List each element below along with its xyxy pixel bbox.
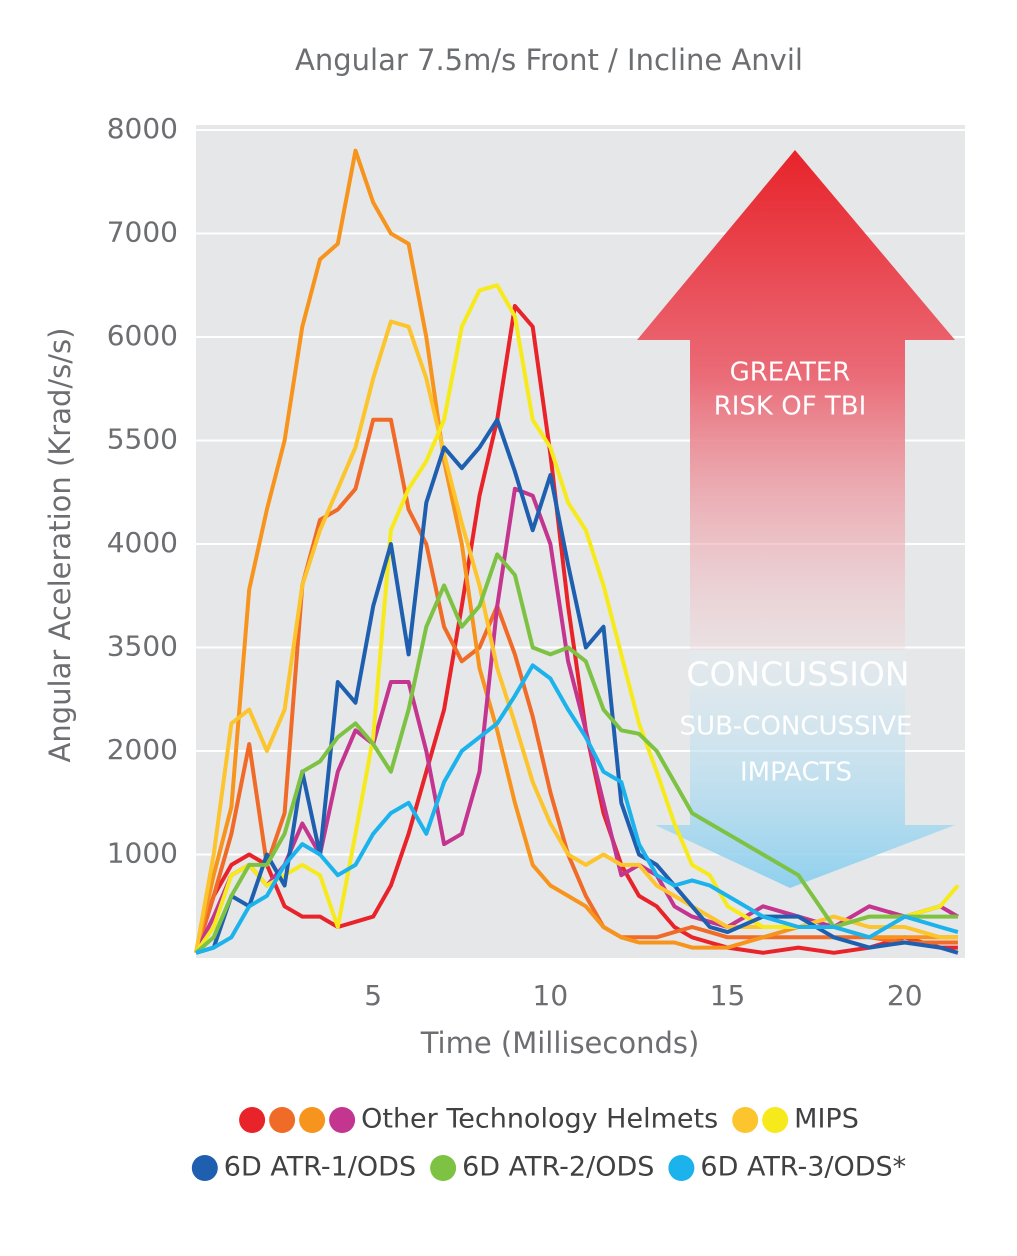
x-tick-label: 5 [364, 979, 382, 1012]
y-tick-label: 4000 [107, 526, 178, 559]
down-arrow [655, 650, 955, 888]
legend-label: 6D ATR-2/ODS [462, 1152, 654, 1183]
legend-row: 6D ATR-1/ODS 6D ATR-2/ODS 6D ATR-3/ODS* [191, 1152, 906, 1183]
series-line [194, 319, 958, 954]
legend-swatch [329, 1107, 356, 1133]
y-tick-label: 5500 [107, 423, 178, 456]
series-line [194, 486, 959, 954]
legend-swatch [299, 1107, 326, 1133]
chart-title: Angular 7.5m/s Front / Incline Anvil [295, 43, 803, 77]
legend-label: Other Technology Helmets [361, 1104, 718, 1135]
y-tick-label: 8000 [107, 112, 178, 145]
annotation: SUB-CONCUSSIVE [680, 712, 913, 742]
legend-swatch [239, 1107, 266, 1133]
legend-row: Other Technology Helmets MIPS [239, 1104, 859, 1135]
annotations: GREATER RISK OF TBI CONCUSSION SUB-CONCU… [680, 358, 913, 788]
series-line [194, 283, 960, 954]
annotation: IMPACTS [740, 758, 852, 788]
y-tick-label: 6000 [107, 319, 178, 352]
y-axis-label: Angular Aceleration (Krad/s/s) [43, 328, 77, 763]
risk-arrows [637, 150, 955, 888]
annotation: CONCUSSION [686, 655, 909, 694]
legend-label: 6D ATR-3/ODS* [700, 1152, 906, 1183]
x-tick-label: 20 [887, 979, 923, 1012]
legend-swatch [430, 1155, 457, 1181]
legend-swatch [732, 1107, 759, 1133]
legend-swatch [668, 1155, 695, 1181]
y-tick-label: 1000 [107, 837, 178, 870]
annotation: RISK OF TBI [714, 392, 867, 422]
series-line [195, 663, 959, 955]
legend-swatch [191, 1155, 218, 1181]
y-tick-label: 2000 [107, 733, 178, 766]
legend-label: MIPS [794, 1104, 859, 1135]
annotation: GREATER [730, 358, 851, 388]
up-arrow [637, 150, 955, 650]
series-line [194, 148, 958, 954]
series-line [194, 304, 958, 955]
x-tick-label: 15 [710, 979, 746, 1012]
x-axis-label: Time (Milliseconds) [420, 1026, 700, 1060]
lines [194, 148, 960, 955]
series-line [195, 417, 959, 955]
y-tick-label: 3500 [107, 630, 178, 663]
x-tick-label: 10 [533, 979, 569, 1012]
legend: Other Technology Helmets MIPS 6D ATR-1/ODS… [191, 1104, 906, 1183]
series-line [194, 552, 958, 955]
y-tick-label: 7000 [107, 216, 178, 249]
legend-swatch [269, 1107, 296, 1133]
legend-swatch [762, 1107, 789, 1133]
legend-label: 6D ATR-1/ODS [224, 1152, 416, 1183]
